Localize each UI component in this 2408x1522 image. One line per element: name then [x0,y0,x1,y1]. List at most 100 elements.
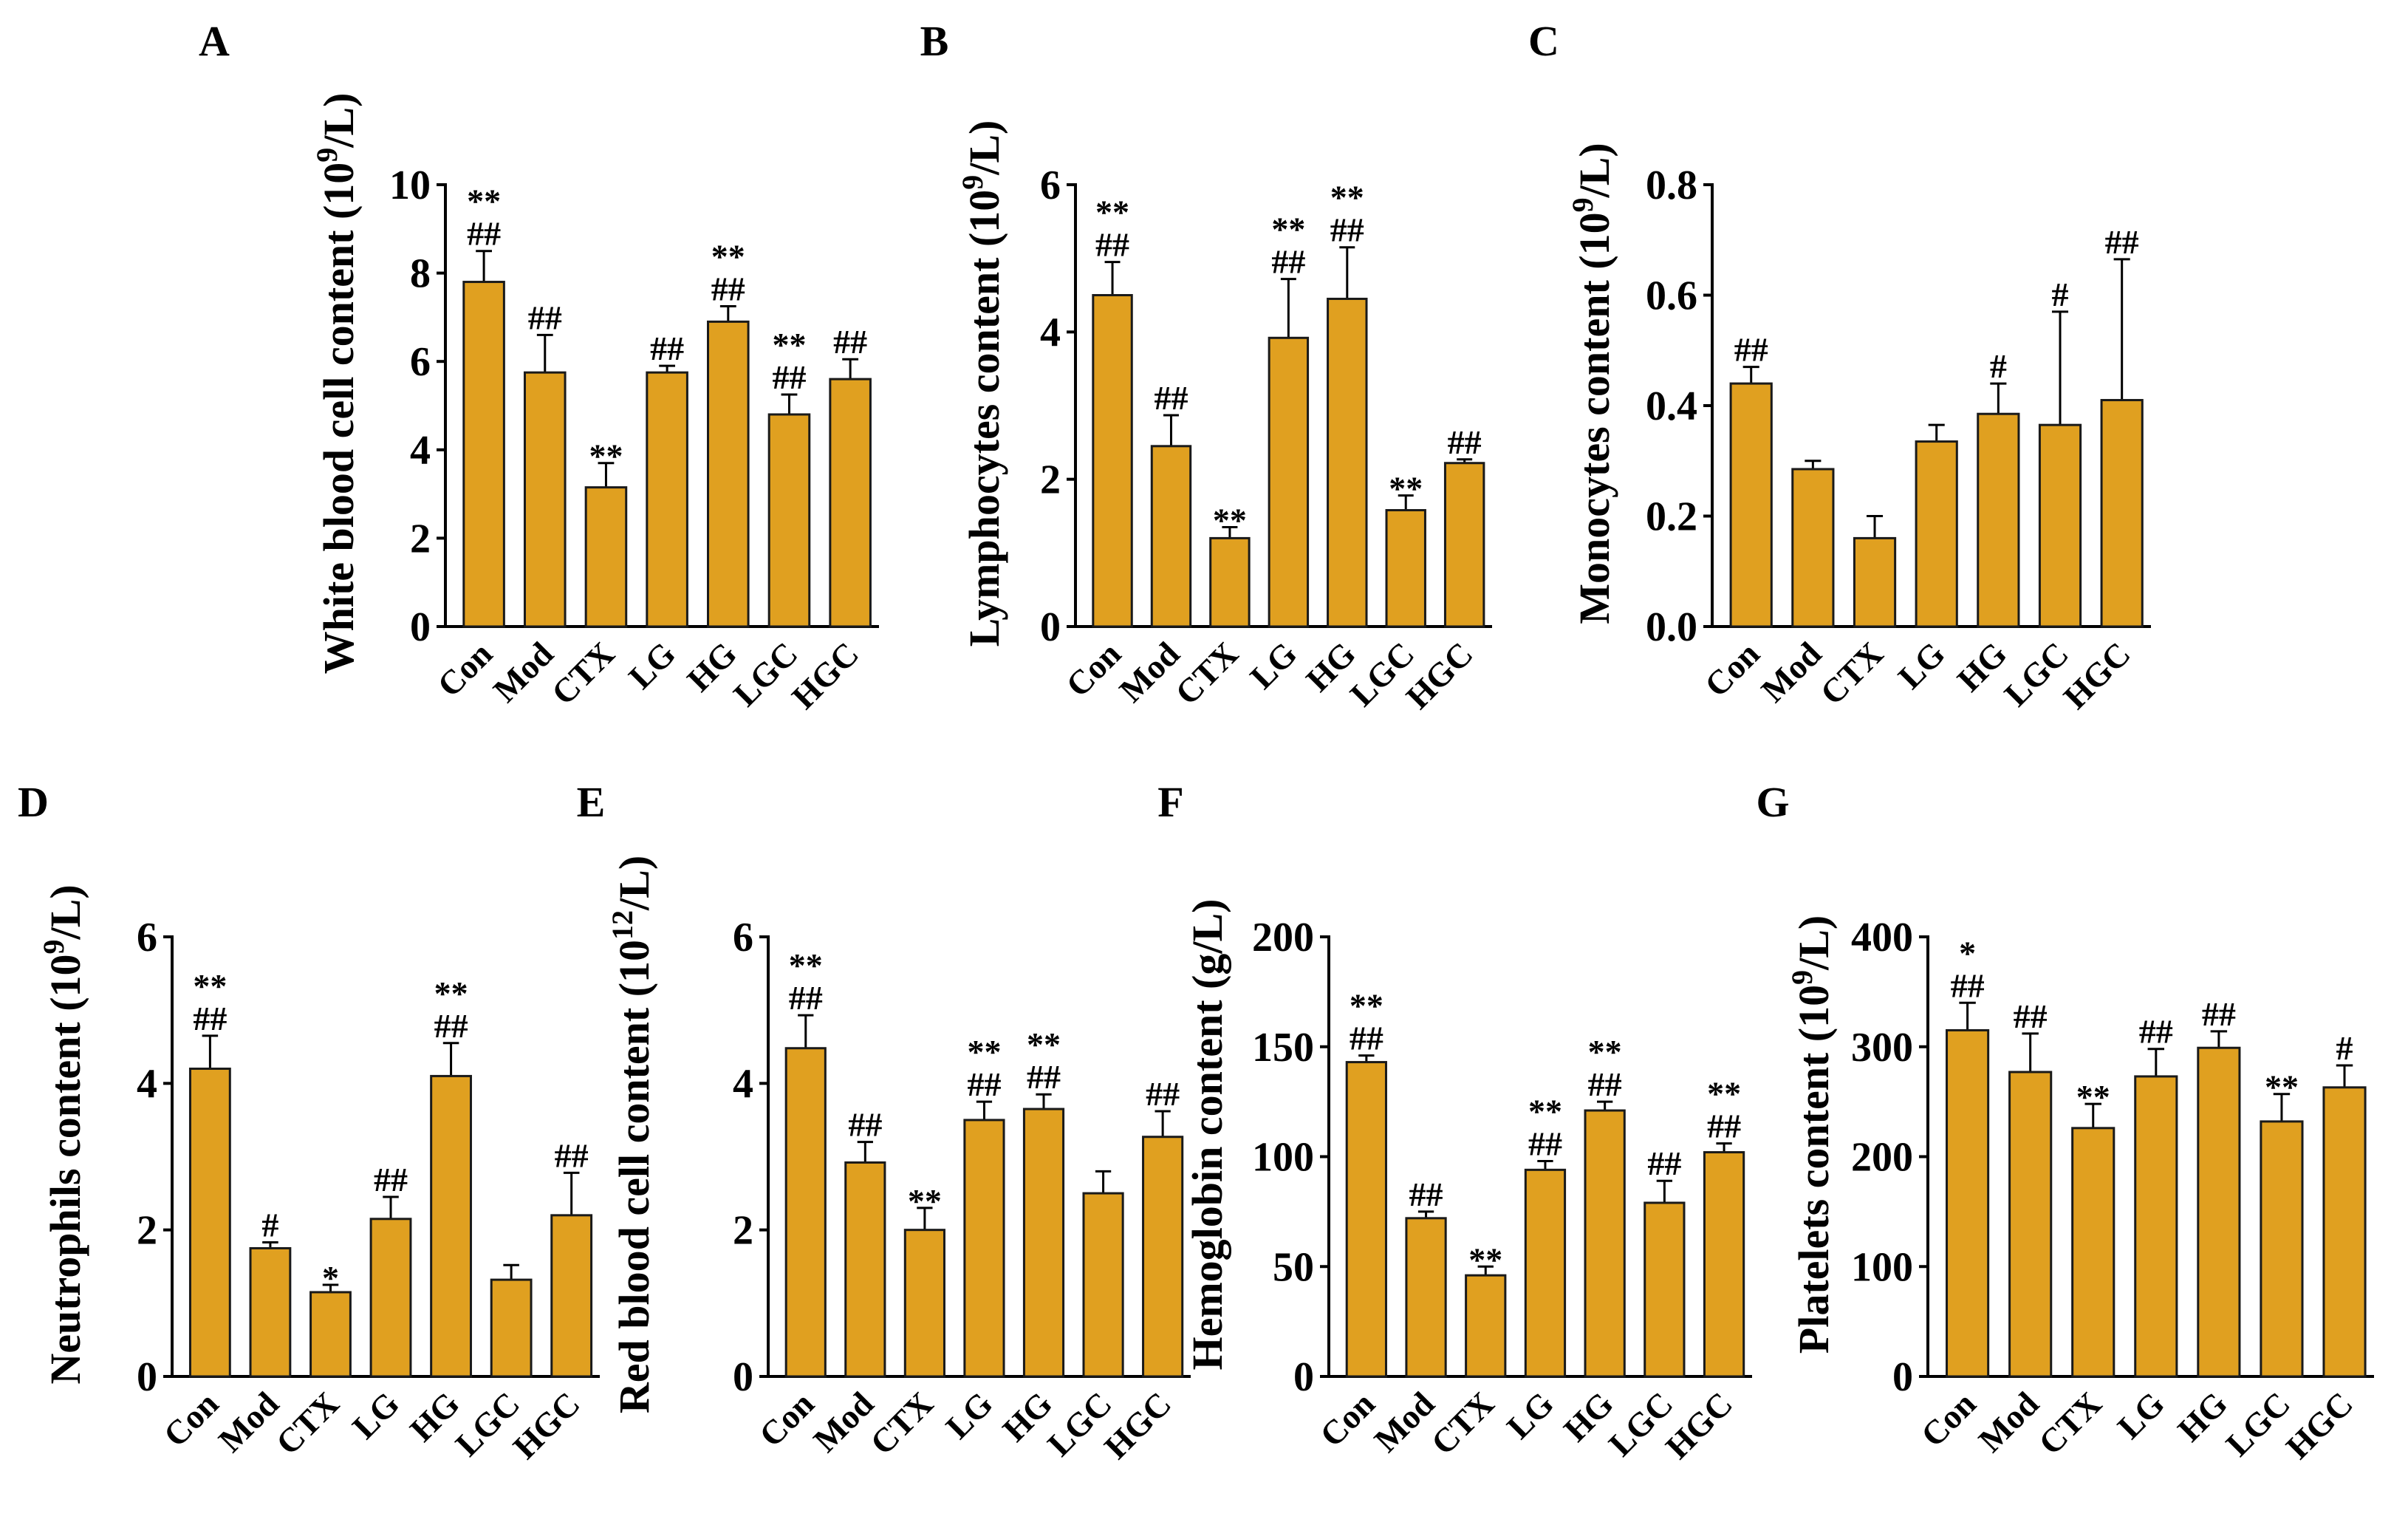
x-tick-label: CTX [1424,1385,1502,1462]
significance-mark: ## [848,1106,882,1144]
significance-mark: # [2336,1029,2353,1067]
y-tick-label: 400 [1851,915,1913,960]
bar-hgc [2100,399,2144,628]
x-tick-label: LG [621,635,683,696]
y-tick-label: 0.0 [1646,604,1697,650]
x-tick-label: HGC [1399,635,1480,716]
bar-lg [646,371,688,628]
significance-mark: ## [967,1065,1001,1103]
y-tick-label: 0 [137,1354,157,1400]
significance-mark: ## [467,215,501,253]
y-axis-label: Platelets content (109/L) [1785,915,1838,1354]
significance-mark: ** [1330,179,1364,216]
x-tick-label: Con [1313,1385,1382,1454]
significance-mark: ** [772,326,806,364]
x-tick-label: Mod [1971,1385,2046,1459]
bar-lg [1524,1168,1567,1378]
significance-mark: ## [1409,1175,1443,1213]
y-tick-label: 4 [410,428,431,474]
x-tick-label: LGC [1601,1385,1680,1464]
x-tick-label: LG [1242,635,1304,696]
significance-mark: ## [2014,997,2048,1035]
bar-hg [707,320,750,628]
significance-mark: ## [1146,1075,1180,1113]
significance-mark: ## [1647,1144,1681,1182]
bar-ctx [584,486,628,628]
y-axis-label: White blood cell content (109/L) [310,93,363,675]
significance-mark: ## [374,1161,408,1198]
x-tick-label: HGC [784,635,866,716]
significance-mark: ## [1588,1065,1622,1103]
bar-con [1946,1028,1990,1378]
bar-hg [1977,412,2020,628]
y-tick-label: 4 [137,1061,157,1107]
bar-lg [2134,1075,2178,1378]
significance-mark: ## [1330,211,1364,249]
bar-lgc [2260,1120,2304,1378]
x-tick-label: HGC [506,1385,587,1466]
significance-mark: ** [1095,194,1129,231]
significance-mark: ** [1528,1092,1562,1130]
x-tick-label: LGC [448,1385,527,1464]
significance-mark: ## [711,270,745,307]
bar-con [1092,294,1133,628]
x-tick-label: HGC [1097,1385,1178,1466]
x-tick-label: Con [1914,1385,1983,1454]
x-tick-label: Mod [1754,635,1828,709]
x-tick-label: Con [1697,635,1767,704]
bar-mod [1150,445,1192,628]
bar-con [1729,382,1773,628]
y-tick-label: 0.8 [1646,163,1697,208]
y-tick-label: 0.2 [1646,494,1697,540]
bar-hg [1584,1109,1626,1378]
significance-mark: * [1959,934,1976,972]
significance-mark: ** [589,437,623,475]
y-tick-label: 150 [1252,1025,1314,1071]
bar-ctx [1853,536,1897,628]
y-tick-label: 0.4 [1646,383,1697,429]
significance-mark: ** [193,967,227,1005]
significance-mark: ## [1448,423,1482,461]
panel-c: C 0.0 0.2 0.4 0.6 0.8 Monocytes content (109/L… [1528,17,2151,716]
bar-ctx [903,1229,945,1378]
significance-mark: * [322,1259,339,1297]
x-tick-label: LGC [1040,1385,1119,1464]
bar-hgc [550,1214,593,1378]
significance-mark: ## [772,358,806,396]
y-tick-label: 0 [410,604,431,650]
significance-mark: ## [1951,966,1985,1004]
y-tick-label: 300 [1851,1025,1913,1071]
x-tick-label: HGC [1658,1385,1740,1466]
bar-hgc [2322,1086,2367,1378]
y-axis-label: Neutrophils content (109/L) [37,884,89,1384]
significance-mark: ## [650,330,684,367]
x-tick-label: Mod [1367,1385,1442,1459]
x-tick-label: HGC [2279,1385,2360,1466]
y-tick-label: 2 [410,516,431,562]
y-tick-label: 6 [1040,163,1061,208]
bar-hgc [829,378,872,628]
bar-hgc [1443,462,1485,628]
bar-lgc [1643,1201,1686,1378]
significance-mark: ## [2105,223,2139,261]
significance-mark: ## [789,979,823,1017]
x-tick-label: CTX [1813,635,1890,712]
significance-mark: ** [967,1033,1001,1071]
x-tick-label: CTX [863,1385,940,1462]
significance-mark: ## [1271,243,1305,281]
x-tick-label: LGC [1343,635,1422,714]
x-tick-label: LG [2110,1385,2172,1446]
y-axis-label: Lymphocytes content (109/L) [956,120,1008,647]
significance-mark: ** [908,1182,942,1220]
panel-a: A 0 2 4 6 8 10 White blood cell content (109/L)… [199,17,879,716]
y-axis-label: Monocytes content (109/L) [1566,143,1618,624]
significance-mark: ## [528,298,562,336]
x-tick-label: LGC [1997,635,2076,714]
significance-mark: ## [193,1000,227,1037]
x-tick-label: LGC [2218,1385,2297,1464]
bar-ctx [309,1291,352,1378]
y-tick-label: 0 [733,1354,753,1400]
x-tick-label: Con [1058,635,1128,704]
